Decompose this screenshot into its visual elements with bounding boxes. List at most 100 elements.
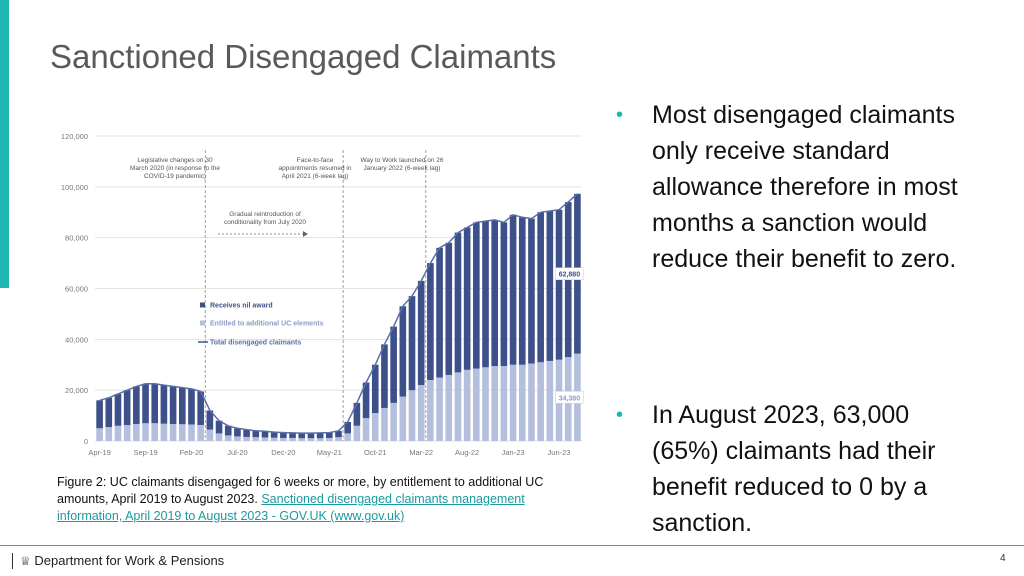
bar-nil-award	[114, 393, 122, 426]
bar-entitled	[408, 390, 416, 441]
bar-entitled	[518, 364, 526, 441]
bar-nil-award	[215, 420, 223, 434]
bar-entitled	[399, 396, 407, 441]
bar-nil-award	[326, 432, 333, 438]
bar-nil-award	[454, 232, 462, 373]
bar-nil-award	[261, 431, 269, 438]
bar-entitled	[473, 368, 480, 441]
bar-nil-award	[169, 386, 177, 424]
bar-nil-award	[528, 218, 535, 364]
y-tick-label: 0	[84, 437, 88, 446]
bar-nil-award	[399, 306, 407, 397]
bar-entitled	[151, 423, 159, 441]
bar-entitled	[178, 424, 186, 441]
bar-entitled	[169, 423, 177, 441]
bar-entitled	[114, 425, 122, 441]
bar-entitled	[243, 436, 250, 441]
bar-nil-award	[417, 280, 425, 386]
bar-nil-award	[335, 430, 342, 438]
bar-nil-award	[509, 214, 517, 365]
y-tick-label: 100,000	[61, 183, 88, 192]
annotation: Legislative changes on 30 March 2020 (in …	[130, 157, 220, 180]
bar-nil-award	[197, 391, 204, 425]
bar-entitled	[133, 423, 140, 441]
annotation: Gradual reintroduction of conditionality …	[224, 211, 306, 226]
annotation: Way to Work launched on 26 January 2022 (…	[360, 157, 443, 172]
bar-nil-award	[224, 425, 232, 436]
bar-entitled	[105, 427, 113, 441]
y-tick-label: 60,000	[65, 285, 88, 294]
bar-nil-award	[555, 209, 563, 360]
footer-org: ♕ Department for Work & Pensions	[20, 553, 225, 568]
chart: 0 20,000 40,000 60,000 80,000 100,000 120,000 L…	[61, 132, 584, 457]
caption-text: Figure 2: UC claimants disengaged for 6 …	[57, 475, 544, 506]
bar-nil-award	[353, 402, 361, 426]
legend-label: Receives nil award	[210, 303, 273, 310]
value-label: 34,380	[559, 395, 581, 402]
bar-entitled	[123, 424, 131, 441]
y-tick-label: 40,000	[65, 335, 88, 344]
bar-entitled	[509, 364, 517, 441]
bar-entitled	[252, 437, 260, 441]
bar-entitled	[307, 438, 315, 441]
bar-nil-award	[500, 222, 508, 367]
bar-nil-award	[362, 382, 370, 419]
bar-entitled	[96, 428, 103, 441]
bar-nil-award	[482, 221, 489, 368]
bar-entitled	[353, 425, 361, 441]
legend-label: Entitled to additional UC elements	[210, 321, 324, 328]
bar-entitled	[298, 438, 306, 441]
bar-entitled	[326, 437, 333, 441]
bar-entitled	[381, 407, 388, 441]
bar-nil-award	[427, 263, 434, 380]
bar-entitled	[261, 437, 269, 441]
bar-entitled	[280, 437, 287, 441]
bar-nil-award	[270, 432, 278, 438]
annotation-arrowhead	[303, 231, 308, 237]
bar-entitled	[546, 360, 554, 441]
bar-nil-award	[298, 433, 306, 439]
bar-nil-award	[133, 386, 140, 424]
bar-entitled	[500, 366, 508, 441]
bullet: • In August 2023, 63,000 (65%) claimants …	[616, 401, 936, 537]
bar-nil-award	[381, 344, 388, 408]
bar-entitled	[215, 433, 223, 441]
bar-nil-award	[96, 400, 103, 429]
bar-nil-award	[546, 210, 554, 361]
y-tick-label: 120,000	[61, 132, 88, 141]
bar-nil-award	[123, 390, 131, 425]
bar-entitled	[335, 437, 342, 441]
footer-mark	[12, 553, 13, 569]
bar-entitled	[344, 433, 351, 441]
x-tick-label: Aug-22	[455, 448, 479, 457]
x-tick-label: Oct-21	[364, 448, 387, 457]
x-tick-label: Jan-23	[502, 448, 525, 457]
bar-entitled	[436, 377, 443, 441]
bar-entitled	[390, 402, 397, 441]
bullet: • Most disengaged claimants only receive …	[616, 101, 958, 273]
annotation: Face-to-face appointments resumed in April…	[279, 157, 352, 180]
bar-nil-award	[390, 326, 397, 403]
bar-entitled	[454, 372, 462, 441]
bar-nil-award	[234, 428, 241, 437]
x-tick-label: Jul-20	[227, 448, 247, 457]
bar-nil-award	[188, 388, 195, 425]
bullet-text: In August 2023, 63,000 (65%) claimants h…	[652, 401, 936, 537]
footer-rule	[0, 545, 1024, 546]
bar-nil-award	[160, 385, 168, 424]
bar-nil-award	[151, 383, 159, 424]
bar-entitled	[371, 413, 379, 441]
bar-entitled	[160, 423, 168, 441]
bar-nil-award	[371, 364, 379, 414]
bar-nil-award	[473, 222, 480, 369]
x-tick-label: Feb-20	[180, 448, 204, 457]
value-label: 62,880	[559, 272, 581, 279]
y-tick-label: 20,000	[65, 386, 88, 395]
bar-entitled	[206, 429, 214, 441]
caption: Figure 2: UC claimants disengaged for 6 …	[57, 474, 557, 525]
bar-nil-award	[537, 212, 544, 363]
bar-nil-award	[252, 430, 260, 438]
bar-entitled	[234, 436, 241, 441]
caption-link[interactable]: Sanctioned disengaged claimants manageme…	[57, 492, 525, 523]
bar-entitled	[445, 374, 453, 441]
